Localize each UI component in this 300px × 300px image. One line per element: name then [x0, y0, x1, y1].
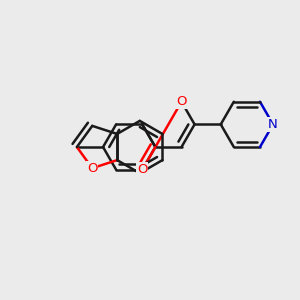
Text: O: O [176, 95, 187, 108]
Text: O: O [87, 162, 98, 175]
Text: N: N [268, 118, 278, 131]
Text: O: O [137, 163, 148, 176]
